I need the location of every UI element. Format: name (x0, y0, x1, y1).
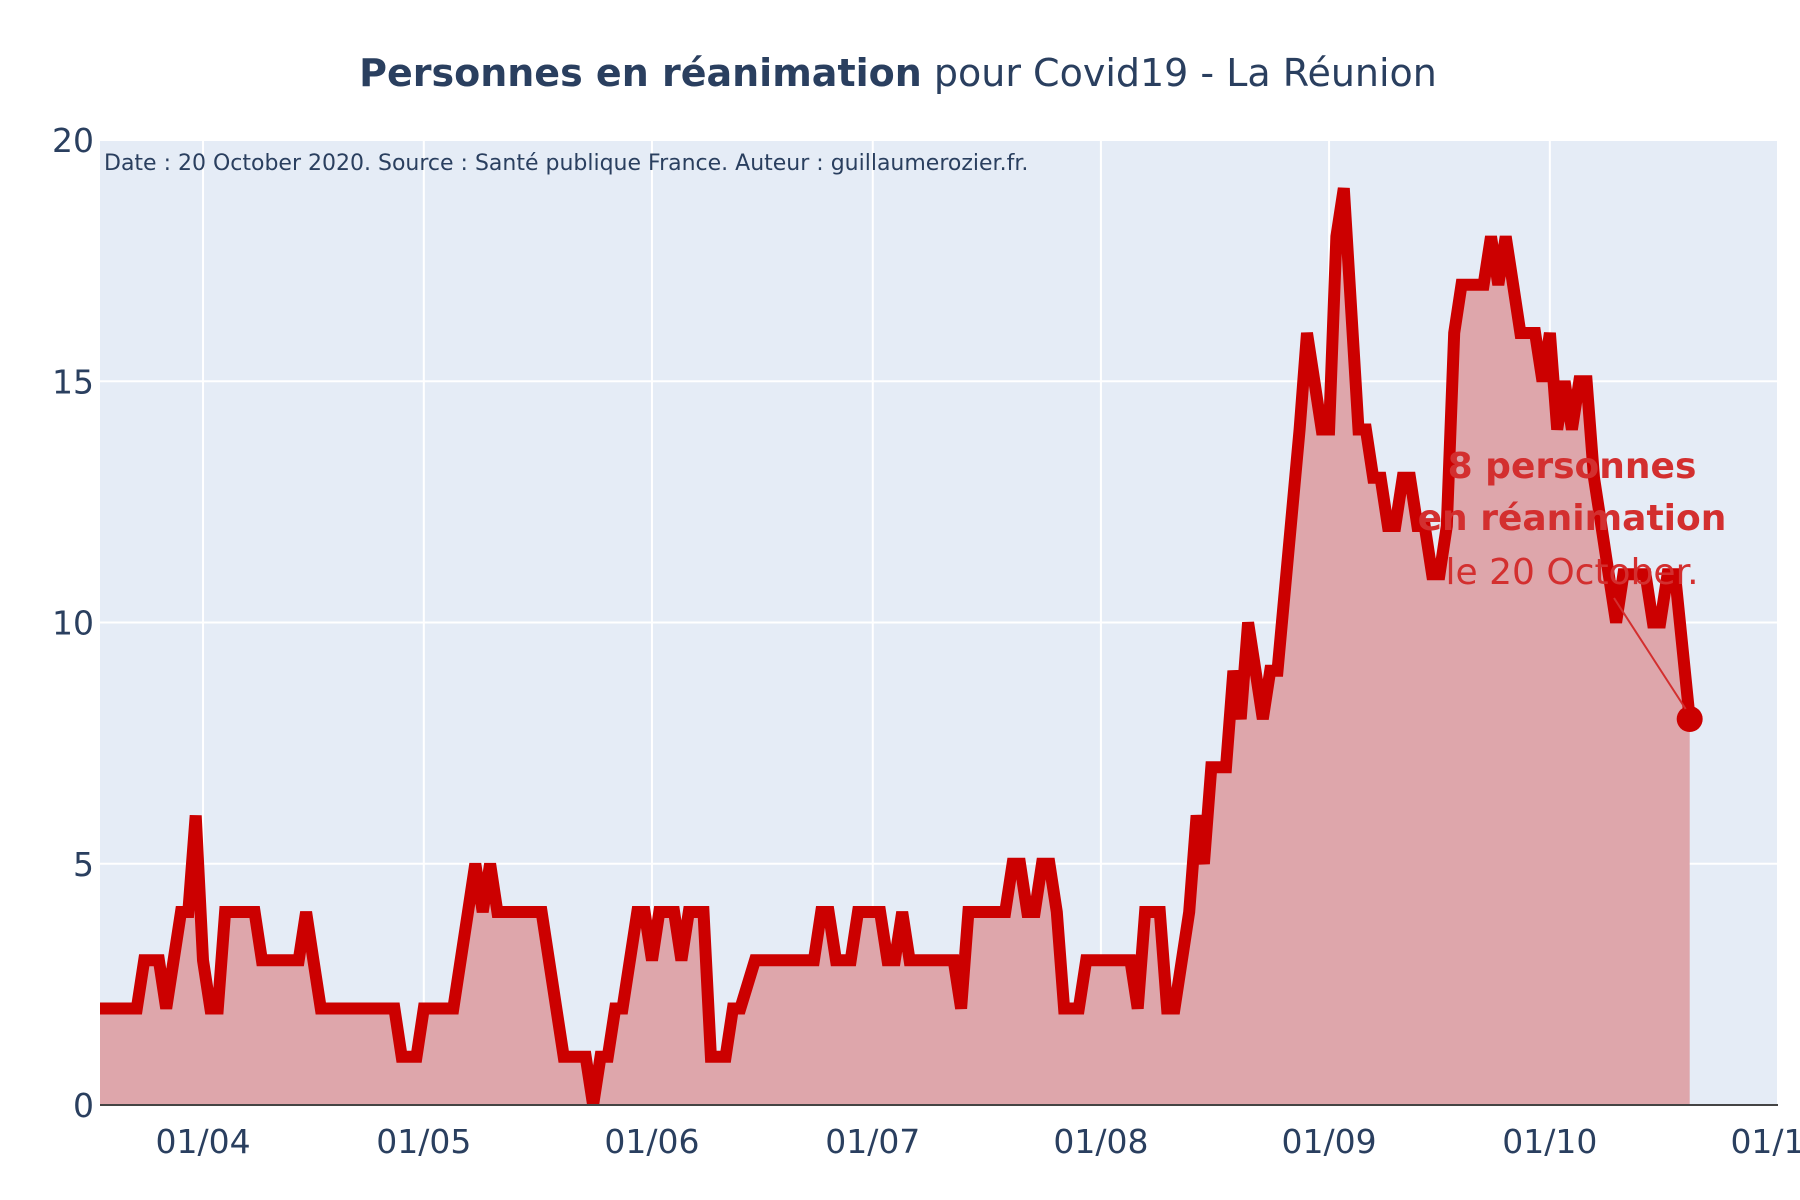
x-tick-label: 01/06 (604, 1122, 699, 1161)
chart-subtitle: Date : 20 October 2020. Source : Santé p… (104, 151, 1028, 176)
x-tick-label: 01/05 (376, 1122, 471, 1161)
annotation-arrow (1613, 597, 1687, 710)
x-tick-label: 01/11 (1730, 1122, 1800, 1161)
annotation-line1: 8 personnes (1448, 446, 1697, 487)
annotation-line2: en réanimation (1418, 498, 1727, 539)
x-tick-label: 01/09 (1282, 1122, 1377, 1161)
annotation-line3: le 20 October. (1445, 552, 1698, 593)
data-area-layer (100, 187, 1703, 1106)
series-area-fill (100, 188, 1690, 1106)
chart-title-bold: Personnes en réanimation (359, 51, 922, 95)
x-tick-label: 01/07 (825, 1122, 920, 1161)
chart-title: Personnes en réanimation pour Covid19 - … (359, 51, 1437, 95)
y-tick-label: 5 (73, 845, 94, 884)
x-tick-label: 01/04 (155, 1122, 250, 1161)
y-tick-label: 20 (52, 121, 94, 160)
x-tick-label: 01/08 (1053, 1122, 1148, 1161)
x-tick-label: 01/10 (1502, 1122, 1597, 1161)
chart-title-rest: pour Covid19 - La Réunion (922, 51, 1437, 95)
series-line (100, 187, 1696, 1106)
last-point-marker (1676, 706, 1703, 732)
axis-layer: 0 5 10 15 20 01/04 01/05 01/06 01/07 01/08 01/09 01… (52, 121, 1800, 1161)
y-tick-label: 15 (52, 362, 94, 401)
y-tick-label: 0 (73, 1086, 94, 1125)
annotation-layer: 8 personnes en réanimation le 20 October… (1418, 446, 1727, 710)
y-tick-label: 10 (52, 604, 94, 643)
